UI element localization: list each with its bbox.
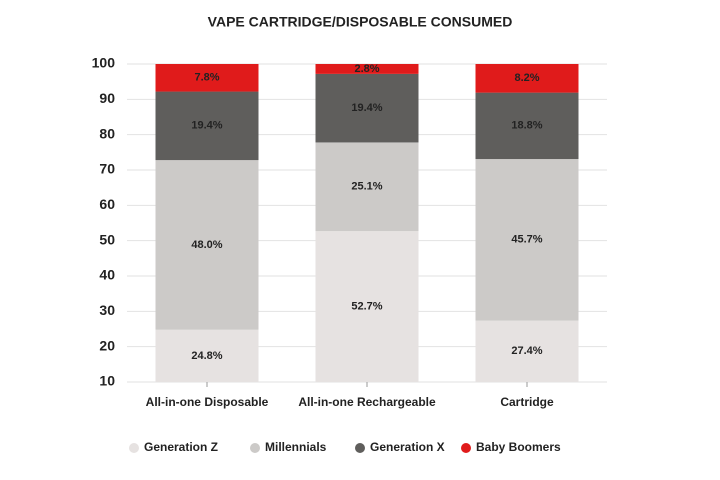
bar-segment (155, 91, 259, 161)
value-label: 24.8% (191, 350, 222, 362)
value-label: 48.0% (191, 239, 222, 251)
x-tick-label: Cartridge (500, 395, 554, 409)
y-tick-label: 50 (99, 231, 115, 247)
bar-segment (315, 231, 419, 382)
y-tick-label: 30 (99, 302, 115, 318)
legend-marker (129, 443, 139, 453)
legend-label: Generation X (370, 440, 445, 454)
y-tick-label: 40 (99, 267, 115, 283)
value-label: 27.4% (511, 345, 542, 357)
legend-label: Baby Boomers (476, 440, 561, 454)
x-tick-label: All-in-one Rechargeable (298, 395, 436, 409)
legend-marker (250, 443, 260, 453)
y-tick-label: 20 (99, 337, 115, 353)
legend-label: Generation Z (144, 440, 218, 454)
bar-segment (475, 92, 579, 160)
value-label: 7.8% (194, 72, 219, 84)
bar-segment (475, 159, 579, 321)
labels: All-in-one Disposable 24.8% 48.0% 19.4% 7.8%… (129, 63, 561, 454)
chart-title: VAPE CARTRIDGE/DISPOSABLE CONSUMED (208, 14, 513, 30)
y-tick-label: 60 (99, 196, 115, 212)
bar-segment (475, 320, 579, 382)
bar-segment (315, 64, 419, 74)
value-label: 8.2% (514, 72, 539, 84)
bar-segment (475, 64, 579, 93)
bar-segment (315, 73, 419, 143)
y-tick-label: 10 (99, 373, 115, 389)
value-label: 25.1% (351, 181, 382, 193)
x-tick-label: All-in-one Disposable (146, 395, 269, 409)
legend-label: Millennials (265, 440, 327, 454)
bar-segment (155, 64, 259, 92)
legend-marker (461, 443, 471, 453)
bar-segment (155, 329, 259, 382)
value-label: 2.8% (354, 63, 379, 75)
value-label: 18.8% (511, 120, 542, 132)
y-tick-label: 90 (99, 90, 115, 106)
value-label: 19.4% (191, 120, 222, 132)
y-tick-label: 100 (92, 55, 116, 71)
value-label: 52.7% (351, 300, 382, 312)
bar-segment (155, 160, 259, 330)
y-tick-label: 80 (99, 125, 115, 141)
y-tick-label: 70 (99, 161, 115, 177)
legend-marker (355, 443, 365, 453)
bar-segment (315, 142, 419, 232)
bars (155, 64, 579, 382)
value-label: 19.4% (351, 102, 382, 114)
value-label: 45.7% (511, 234, 542, 246)
